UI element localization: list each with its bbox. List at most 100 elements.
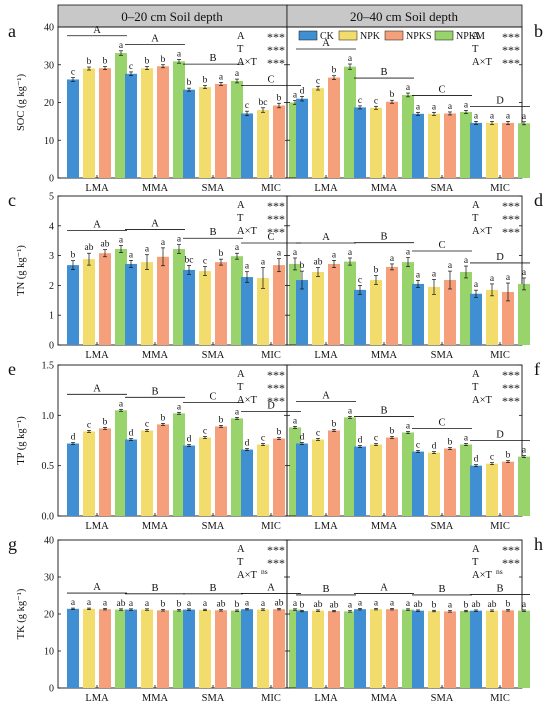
significance-letter: ab	[85, 243, 94, 253]
legend-label-npk: NPK	[360, 31, 381, 42]
significance-letter: a	[448, 261, 453, 271]
significance-letter: ab	[101, 240, 110, 250]
stat-label: A	[472, 544, 480, 555]
x-tick-label: MIC	[261, 693, 281, 704]
y-tick-label: 30	[44, 60, 54, 71]
bar	[460, 111, 472, 178]
stat-value: ***	[267, 43, 285, 57]
header-left: 0–20 cm Soil depth	[121, 9, 223, 24]
bar	[502, 291, 514, 345]
stat-label: A	[237, 544, 245, 555]
stat-label: T	[237, 557, 244, 568]
bar	[183, 269, 195, 345]
bar	[257, 444, 269, 516]
bar	[241, 449, 253, 516]
bar	[518, 123, 530, 178]
significance-letter: b	[277, 427, 282, 437]
bar	[486, 122, 498, 178]
bar	[312, 439, 324, 516]
stat-value: ***	[502, 212, 520, 226]
stat-value: ns	[496, 567, 503, 576]
significance-letter: c	[203, 426, 207, 436]
group-letter: A	[322, 38, 330, 49]
bar	[199, 437, 211, 516]
bar	[99, 609, 111, 688]
significance-letter: a	[390, 254, 395, 264]
y-tick-label: 5	[49, 192, 54, 203]
significance-letter: ab	[314, 600, 323, 610]
group-letter: B	[151, 386, 158, 397]
bar	[157, 256, 169, 345]
stat-value: ns	[261, 567, 268, 576]
bar	[83, 68, 95, 178]
significance-letter: bc	[185, 255, 194, 265]
significance-letter: a	[177, 235, 182, 245]
stat-label: A×T	[237, 226, 258, 237]
significance-letter: c	[358, 96, 362, 106]
bar	[99, 253, 111, 345]
bar	[83, 431, 95, 516]
x-tick-label: SMA	[202, 183, 225, 194]
bar	[141, 609, 153, 688]
significance-letter: a	[245, 262, 250, 272]
significance-letter: b	[161, 55, 166, 65]
y-tick-label: 0	[49, 174, 54, 185]
x-tick-label: LMA	[85, 693, 109, 704]
bar	[444, 280, 456, 345]
x-tick-label: LMA	[85, 183, 109, 194]
significance-letter: d	[358, 436, 363, 446]
x-tick-label: MMA	[371, 693, 398, 704]
significance-letter: b	[235, 600, 240, 610]
significance-letter: a	[474, 111, 479, 121]
x-tick-label: LMA	[85, 350, 109, 361]
stat-label: A	[237, 31, 245, 42]
bar	[470, 122, 482, 178]
panel-a: a 0 10 20 30 40 SOC (g kg⁻¹) LMA c b b a A MMA c b b a A SM…	[8, 21, 301, 194]
bar	[328, 430, 340, 516]
bar	[502, 122, 514, 178]
significance-letter: a	[145, 599, 150, 609]
significance-letter: a	[358, 598, 363, 608]
significance-letter: d	[300, 86, 305, 96]
bar	[402, 94, 414, 178]
bar	[231, 418, 243, 516]
significance-letter: ab	[117, 599, 126, 609]
group-letter: A	[151, 33, 159, 44]
bar	[370, 609, 382, 688]
significance-letter: b	[187, 78, 192, 88]
group-letter: C	[438, 418, 445, 429]
significance-letter: a	[464, 434, 469, 444]
bar	[386, 437, 398, 516]
stat-label: A×T	[472, 226, 493, 237]
significance-letter: ab	[414, 600, 423, 610]
bar	[141, 68, 153, 178]
bar	[502, 610, 514, 688]
x-tick-label: MIC	[261, 183, 281, 194]
bar	[444, 113, 456, 178]
significance-letter: b	[374, 266, 379, 276]
bar	[215, 610, 227, 688]
group-letter: C	[438, 240, 445, 251]
bar	[428, 286, 440, 345]
significance-letter: a	[348, 406, 353, 416]
significance-letter: a	[522, 446, 527, 456]
group-letter: B	[438, 584, 445, 595]
bar	[296, 443, 308, 516]
bar	[402, 609, 414, 688]
group-letter: C	[209, 391, 216, 402]
stat-value: ***	[502, 199, 520, 213]
significance-letter: a	[235, 69, 240, 79]
significance-letter: c	[261, 434, 265, 444]
bar	[173, 249, 185, 345]
significance-letter: b	[277, 93, 282, 103]
bar	[428, 452, 440, 516]
significance-letter: a	[416, 102, 421, 112]
significance-letter: a	[119, 235, 124, 245]
significance-letter: a	[161, 238, 166, 248]
bar	[518, 610, 530, 688]
panel-letter: e	[8, 359, 16, 379]
group-letter: B	[209, 583, 216, 594]
